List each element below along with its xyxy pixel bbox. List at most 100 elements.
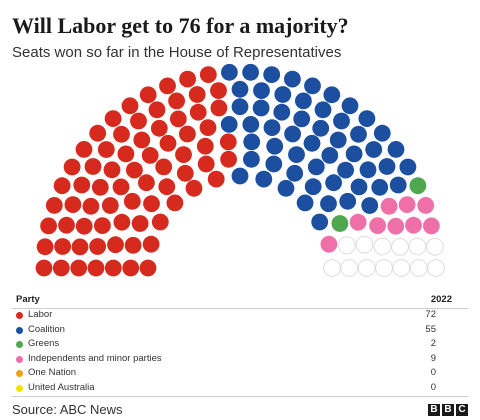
seat-marker [87,259,105,277]
seat-marker [123,192,141,210]
seat-marker [417,197,435,214]
party-seats: 0 [430,367,436,378]
seat-marker [103,161,121,179]
seat-marker [320,235,338,253]
seat-marker [107,236,124,254]
seat-marker [112,178,130,196]
seat-marker [321,147,339,164]
hemicycle-chart [35,63,445,277]
party-color-dot [16,341,23,348]
seat-marker [104,259,122,277]
seat-marker [133,131,151,149]
seat-marker [210,99,228,117]
seat-marker [325,174,342,192]
seat-marker [84,158,102,175]
undeclared-seat-marker [408,237,427,256]
seat-marker [179,125,196,143]
party-seats: 72 [425,309,436,320]
seat-marker [220,150,238,168]
seat-marker [380,197,398,215]
undeclared-seat-marker [375,259,393,277]
chart-subtitle: Seats won so far in the House of Represe… [12,44,342,61]
seat-marker [221,63,238,81]
seat-marker [139,86,157,104]
seat-marker [263,119,281,136]
seat-marker [101,197,119,214]
seat-marker [73,176,91,194]
seat-marker [199,119,217,136]
seat-marker [175,146,192,163]
seat-marker [139,259,157,277]
seat-marker [253,82,270,99]
seat-marker [143,195,160,213]
seat-marker [168,92,186,110]
seat-marker [311,213,329,231]
seat-marker [359,161,377,179]
seat-marker [371,178,389,196]
seat-marker [141,147,159,164]
seat-marker [158,178,176,196]
seat-marker [219,133,237,151]
seat-marker [293,110,311,128]
party-color-dot [16,384,23,392]
seat-marker [52,259,70,277]
bbc-logo-letter: B [442,404,454,416]
seat-marker [365,141,383,158]
seat-marker [266,137,284,155]
seat-marker [124,236,142,254]
seat-marker [130,112,147,130]
seat-marker [142,235,160,253]
seat-marker [45,197,63,214]
seat-marker [349,213,367,231]
party-color-dot [16,312,23,319]
seat-marker [373,124,391,142]
party-color-dot [16,355,23,363]
party-seats: 55 [425,323,436,335]
seat-marker [36,238,54,256]
seat-marker [197,155,215,173]
seat-marker [265,155,283,173]
seat-marker [337,161,354,179]
table-header: Party 2022 [12,290,468,309]
source-note: Source: ABC News [12,402,123,417]
seat-marker [113,213,131,231]
seat-marker [231,98,249,116]
undeclared-seat-marker [426,237,444,256]
seat-marker [369,217,386,235]
seat-marker [231,167,249,185]
seat-marker [252,99,270,117]
seat-marker [54,238,71,255]
seat-marker [398,196,416,214]
seat-marker [53,177,71,195]
seat-marker [169,110,187,128]
year-column-header: 2022 [430,294,452,305]
party-name: One Nation [28,367,77,378]
seat-marker [207,170,225,188]
seat-marker [231,80,249,98]
table-row: One Nation 0 [12,366,468,381]
table-row: Greens 2 [12,337,468,352]
seat-marker [179,70,197,88]
seat-marker [423,217,440,235]
table-row: Labor 72 [12,308,468,323]
seat-marker [361,197,379,214]
seat-marker [333,112,350,130]
seat-marker [151,213,169,231]
seat-marker [243,150,260,168]
party-name: Greens [28,338,60,349]
seat-marker [304,178,322,196]
party-name: Coalition [28,323,65,335]
footer-divider [12,396,468,397]
seat-marker [331,215,349,232]
seat-marker [296,194,314,212]
seat-marker [89,124,107,142]
seat-marker [350,178,368,196]
undeclared-seat-marker [409,259,428,277]
seat-marker [159,134,177,152]
undeclared-seat-marker [323,259,341,277]
seat-marker [91,178,109,196]
seat-marker [97,141,115,158]
seat-marker [320,195,337,213]
chart-title: Will Labor get to 76 for a majority? [12,13,349,38]
seat-marker [329,131,347,149]
